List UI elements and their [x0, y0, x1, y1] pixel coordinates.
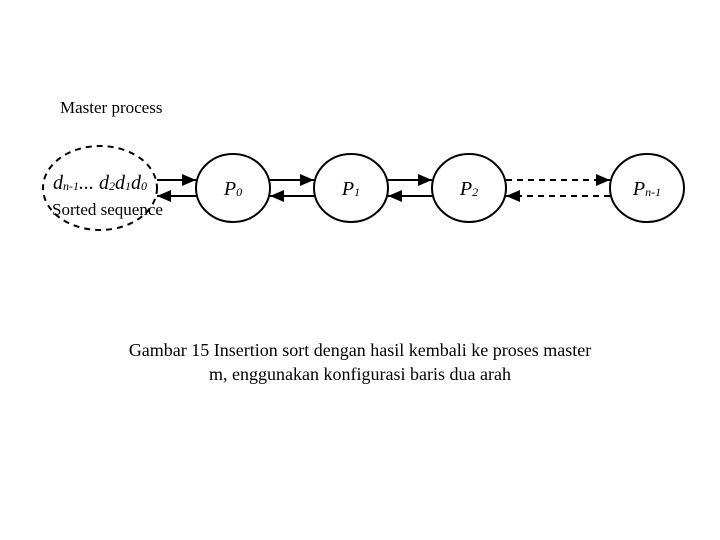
sorted-sequence-label: Sorted sequence [52, 200, 163, 220]
insertion-sort-diagram: dn-1... d2d1d0P0P1P2Pn-1 Master process … [0, 0, 720, 300]
diagram-svg: dn-1... d2d1d0P0P1P2Pn-1 [0, 0, 720, 300]
figure-caption: Gambar 15 Insertion sort dengan hasil ke… [0, 338, 720, 387]
master-process-label: Master process [60, 98, 162, 118]
caption-line-1: Gambar 15 Insertion sort dengan hasil ke… [129, 340, 591, 360]
caption-line-2: m, enggunakan konfigurasi baris dua arah [209, 364, 511, 384]
